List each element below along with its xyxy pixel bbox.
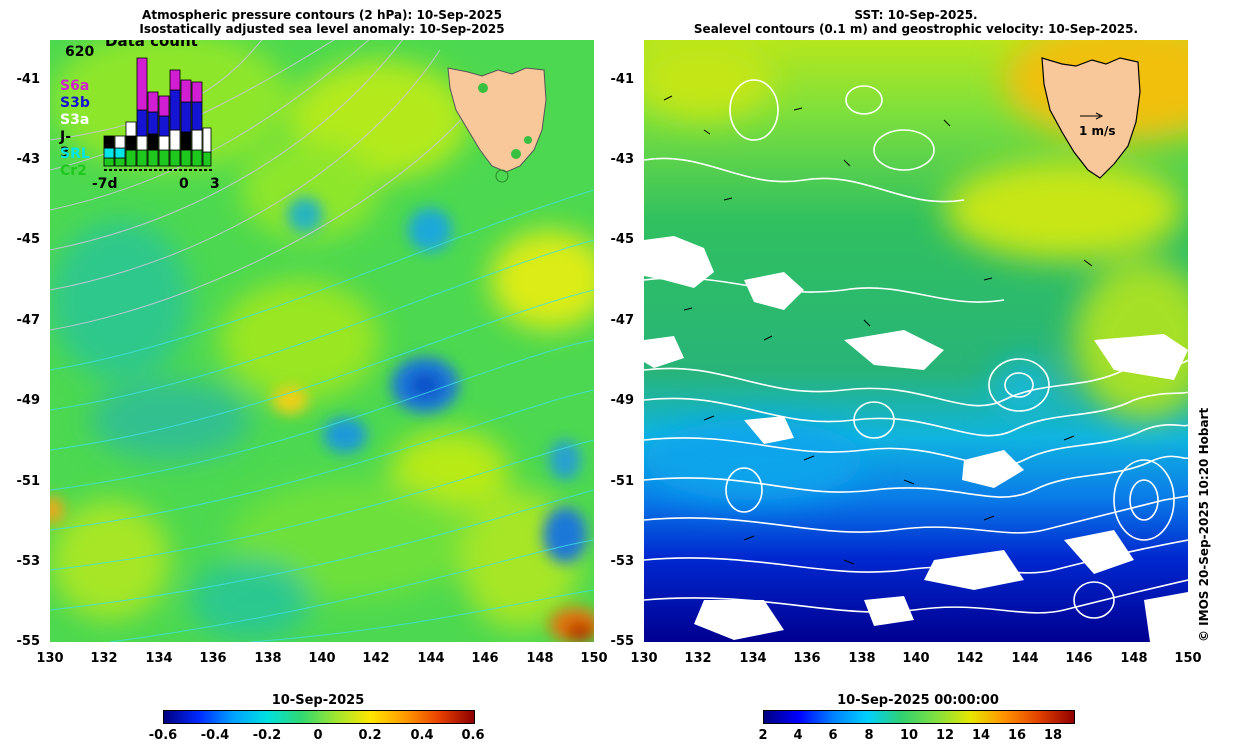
right-ytick-41: -41	[610, 72, 635, 87]
inset-max-label: 620	[65, 44, 95, 60]
legend-s6a: S6a	[60, 78, 90, 94]
left-title-line1: Atmospheric pressure contours (2 hPa): 1…	[142, 8, 502, 22]
left-xtick-144: 144	[417, 651, 445, 666]
left-colorbar-date: 10-Sep-2025	[271, 693, 365, 708]
sla-map-graphic	[50, 40, 594, 642]
inset-bars	[103, 57, 212, 171]
left-cb-tick-7: 0.6	[461, 728, 485, 743]
right-xtick-150: 150	[1174, 651, 1202, 666]
left-xtick-148: 148	[526, 651, 554, 666]
right-xtick-132: 132	[684, 651, 712, 666]
sst-map: 1 m/s	[644, 40, 1188, 642]
left-xtick-142: 142	[362, 651, 390, 666]
velocity-scale-label: 1 m/s	[1079, 124, 1116, 138]
left-ytick-45: -45	[16, 232, 41, 247]
left-xtick-146: 146	[471, 651, 499, 666]
left-ytick-41: -41	[16, 72, 41, 87]
data-count-inset: Data count 620 S6a S3b S3a J-3 SRL	[50, 40, 220, 192]
left-ytick-53: -53	[16, 554, 41, 569]
right-xtick-140: 140	[902, 651, 930, 666]
right-xtick-142: 142	[956, 651, 984, 666]
left-cb-tick-3: -0.2	[252, 728, 282, 743]
sst-map-graphic	[644, 40, 1188, 642]
right-cb-tick-14: 14	[971, 728, 991, 743]
right-cb-tick-12: 12	[935, 728, 955, 743]
left-xtick-130: 130	[36, 651, 64, 666]
left-cb-tick-4: 0	[313, 728, 323, 743]
legend-srl: SRL	[60, 146, 90, 162]
right-xtick-130: 130	[630, 651, 658, 666]
right-xtick-148: 148	[1120, 651, 1148, 666]
left-xtick-134: 134	[145, 651, 173, 666]
right-cb-tick-2: 2	[758, 728, 768, 743]
right-colorbar-date: 10-Sep-2025 00:00:00	[837, 693, 999, 708]
left-colorbar	[163, 710, 475, 724]
left-ytick-51: -51	[16, 474, 41, 489]
right-title-line2: Sealevel contours (0.1 m) and geostrophi…	[693, 22, 1139, 36]
right-ytick-51: -51	[610, 474, 635, 489]
left-xtick-136: 136	[199, 651, 227, 666]
right-xtick-134: 134	[739, 651, 767, 666]
inset-xlabel-zero: 0	[179, 176, 189, 192]
legend-s3b: S3b	[60, 95, 90, 111]
right-ytick-49: -49	[610, 393, 635, 408]
right-xtick-136: 136	[793, 651, 821, 666]
sea-level-anomaly-map: Data count 620 S6a S3b S3a J-3 SRL	[50, 40, 594, 642]
left-xtick-140: 140	[308, 651, 336, 666]
left-xtick-150: 150	[580, 651, 608, 666]
left-cb-tick-6: 0.4	[410, 728, 434, 743]
right-cb-tick-8: 8	[864, 728, 874, 743]
left-title-line2: Isostatically adjusted sea level anomaly…	[139, 22, 505, 36]
left-ytick-55: -55	[16, 634, 41, 649]
copyright-notice: © IMOS 20-Sep-2025 10:20 Hobart	[1197, 407, 1211, 642]
right-ytick-55: -55	[610, 634, 635, 649]
inset-xlabel-start: -7d	[92, 176, 118, 192]
right-ytick-53: -53	[610, 554, 635, 569]
right-cb-tick-10: 10	[899, 728, 919, 743]
right-cb-tick-6: 6	[828, 728, 838, 743]
right-ytick-43: -43	[610, 152, 635, 167]
legend-s3a: S3a	[60, 112, 90, 128]
left-ytick-47: -47	[16, 313, 41, 328]
right-xtick-144: 144	[1011, 651, 1039, 666]
left-xtick-132: 132	[90, 651, 118, 666]
legend-j3: J-3	[60, 129, 72, 161]
inset-xlabel-end: 3	[210, 176, 220, 192]
left-ytick-49: -49	[16, 393, 41, 408]
right-cb-tick-4: 4	[793, 728, 803, 743]
right-ytick-47: -47	[610, 313, 635, 328]
right-cb-tick-18: 18	[1043, 728, 1063, 743]
right-xtick-146: 146	[1065, 651, 1093, 666]
left-xtick-138: 138	[254, 651, 282, 666]
left-cb-tick-2: -0.4	[200, 728, 230, 743]
right-xtick-138: 138	[848, 651, 876, 666]
right-cb-tick-16: 16	[1007, 728, 1027, 743]
left-ytick-43: -43	[16, 152, 41, 167]
legend-cr2: Cr2	[60, 163, 87, 179]
inset-title: Data count	[105, 40, 198, 50]
right-colorbar	[763, 710, 1075, 724]
left-cb-tick-1: -0.6	[148, 728, 178, 743]
left-cb-tick-5: 0.2	[358, 728, 382, 743]
right-ytick-45: -45	[610, 232, 635, 247]
right-title-line1: SST: 10-Sep-2025.	[854, 8, 978, 22]
